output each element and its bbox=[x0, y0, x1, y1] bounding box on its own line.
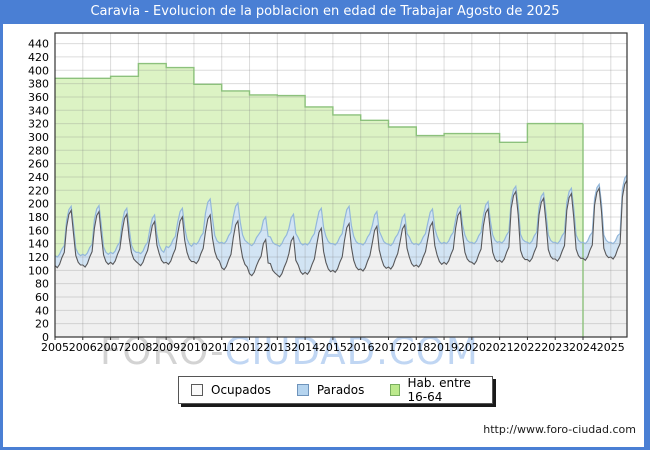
svg-text:260: 260 bbox=[28, 158, 49, 171]
legend-item-parados: Parados bbox=[296, 383, 365, 397]
svg-text:380: 380 bbox=[28, 78, 49, 91]
svg-text:60: 60 bbox=[35, 291, 49, 304]
legend-label-hab: Hab. entre 16-64 bbox=[407, 376, 471, 404]
svg-text:180: 180 bbox=[28, 211, 49, 224]
svg-text:2014: 2014 bbox=[291, 341, 319, 354]
svg-text:2024: 2024 bbox=[569, 341, 597, 354]
svg-text:2023: 2023 bbox=[541, 341, 569, 354]
svg-text:2020: 2020 bbox=[458, 341, 486, 354]
svg-text:2015: 2015 bbox=[319, 341, 347, 354]
svg-text:2009: 2009 bbox=[152, 341, 180, 354]
svg-text:40: 40 bbox=[35, 304, 49, 317]
svg-text:2022: 2022 bbox=[513, 341, 541, 354]
svg-text:300: 300 bbox=[28, 131, 49, 144]
svg-text:340: 340 bbox=[28, 104, 49, 117]
svg-text:360: 360 bbox=[28, 91, 49, 104]
svg-text:160: 160 bbox=[28, 224, 49, 237]
svg-text:0: 0 bbox=[42, 331, 49, 344]
svg-text:220: 220 bbox=[28, 184, 49, 197]
svg-text:140: 140 bbox=[28, 238, 49, 251]
legend-label-ocupados: Ocupados bbox=[211, 383, 271, 397]
svg-text:320: 320 bbox=[28, 118, 49, 131]
legend-item-ocupados: Ocupados bbox=[191, 383, 271, 397]
hab-swatch-icon bbox=[390, 384, 400, 396]
svg-text:2007: 2007 bbox=[97, 341, 125, 354]
page-title: Caravia - Evolucion de la poblacion en e… bbox=[90, 4, 560, 19]
svg-text:120: 120 bbox=[28, 251, 49, 264]
svg-text:240: 240 bbox=[28, 171, 49, 184]
legend-item-hab: Hab. entre 16-64 bbox=[390, 376, 480, 404]
svg-text:2008: 2008 bbox=[124, 341, 152, 354]
svg-text:420: 420 bbox=[28, 51, 49, 64]
svg-text:440: 440 bbox=[28, 38, 49, 51]
svg-text:2006: 2006 bbox=[69, 341, 97, 354]
legend: Ocupados Parados Hab. entre 16-64 bbox=[178, 376, 493, 404]
svg-text:20: 20 bbox=[35, 318, 49, 331]
title-bar: Caravia - Evolucion de la poblacion en e… bbox=[0, 0, 650, 24]
svg-text:2005: 2005 bbox=[41, 341, 69, 354]
site-url-link[interactable]: http://www.foro-ciudad.com bbox=[483, 423, 636, 436]
svg-text:100: 100 bbox=[28, 264, 49, 277]
svg-text:2025: 2025 bbox=[597, 341, 625, 354]
svg-text:2012: 2012 bbox=[236, 341, 264, 354]
svg-text:200: 200 bbox=[28, 198, 49, 211]
svg-text:2018: 2018 bbox=[402, 341, 430, 354]
legend-label-parados: Parados bbox=[316, 383, 365, 397]
svg-text:2021: 2021 bbox=[486, 341, 514, 354]
parados-swatch-icon bbox=[296, 384, 309, 396]
svg-text:80: 80 bbox=[35, 278, 49, 291]
svg-text:2019: 2019 bbox=[430, 341, 458, 354]
ocupados-swatch-icon bbox=[191, 384, 203, 396]
svg-text:400: 400 bbox=[28, 64, 49, 77]
svg-text:2013: 2013 bbox=[263, 341, 291, 354]
svg-text:2010: 2010 bbox=[180, 341, 208, 354]
svg-text:2017: 2017 bbox=[374, 341, 402, 354]
svg-text:2011: 2011 bbox=[208, 341, 236, 354]
svg-text:280: 280 bbox=[28, 144, 49, 157]
svg-text:2016: 2016 bbox=[347, 341, 375, 354]
